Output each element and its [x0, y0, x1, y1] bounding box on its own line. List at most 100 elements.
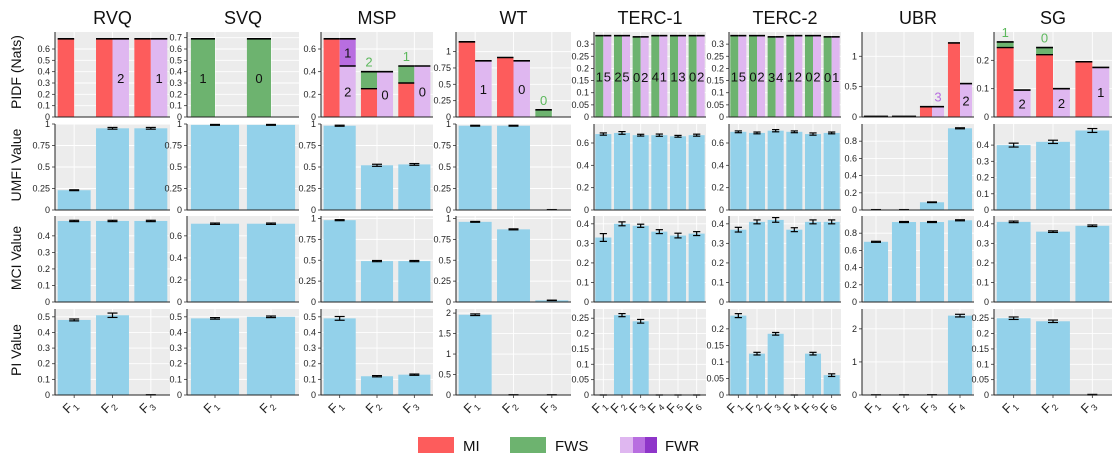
tick-label: 0.5: [303, 162, 316, 172]
tick-label: 0.4: [976, 140, 989, 150]
pidf-fwr-bar: [112, 38, 129, 117]
fwr-segment-label: 2: [117, 71, 124, 86]
value-bar: [360, 261, 394, 302]
panel-title: SVQ: [224, 8, 262, 28]
tick-label: 0: [719, 112, 724, 122]
fwr-segment-label: 2: [641, 70, 648, 85]
row-label-pidf: PIDF (Nats): [8, 35, 24, 109]
tick-label: 0.25: [32, 184, 50, 194]
tick-label: 0.25: [433, 276, 451, 286]
value-bar: [595, 237, 612, 302]
segment-label: 3: [768, 70, 775, 85]
tick-label: 0.5: [37, 162, 50, 172]
tick-label: 0.2: [37, 264, 50, 274]
pidf-fws-bar: [804, 35, 813, 118]
value-bar: [632, 321, 649, 395]
fwr-segment-label: 1: [832, 70, 839, 85]
tick-label: 0: [45, 390, 50, 400]
tick-label: 0.5: [438, 162, 451, 172]
pidf-fwr-bar: [960, 83, 973, 117]
tick-label: 0.4: [169, 253, 182, 263]
tick-label: 0.5: [169, 312, 182, 322]
value-bar: [190, 223, 240, 302]
tick-label: 0.6: [711, 138, 724, 148]
tick-label: 0.2: [576, 329, 589, 339]
segment-label: 2: [614, 69, 621, 84]
tick-label: 0: [446, 297, 451, 307]
pidf-mi-bar: [57, 38, 75, 117]
segment-label: 0: [633, 70, 640, 85]
fwr-segment-label: 2: [795, 69, 802, 84]
tick-label: 0.1: [711, 88, 724, 98]
panel-svq-pi: 0 0.1 0.2 0.3 0.4 0.5: [169, 309, 299, 400]
value-bar: [1036, 141, 1070, 210]
segment-label: 1: [670, 69, 677, 84]
tick-label: 0: [984, 205, 989, 215]
tick-label: 0.25: [433, 96, 451, 106]
panel-title: UBR: [899, 8, 937, 28]
pidf-mi-bar: [1036, 54, 1053, 117]
panel-terc-2-mci: 0 0.1 0.2 0.3 0.4: [711, 216, 841, 307]
tick-label: 0.2: [576, 183, 589, 193]
tick-label: 0.25: [571, 313, 589, 323]
tick-label: 0.2: [169, 89, 182, 99]
value-bar: [96, 315, 129, 395]
fwr-segment-label: 4: [776, 70, 783, 85]
fwr-segment-label: 2: [757, 69, 764, 84]
value-bar: [398, 374, 431, 395]
tick-label: 0.15: [571, 344, 589, 354]
pidf-fwr-bar: [1013, 90, 1031, 117]
segment-label: 4: [652, 69, 659, 84]
tick-label: 0.4: [37, 231, 50, 241]
tick-label: 0: [984, 390, 989, 400]
value-bar: [730, 315, 747, 395]
value-bar: [823, 375, 840, 395]
tick-label: 0.25: [298, 184, 316, 194]
pidf-fws-bar: [651, 35, 660, 118]
fwr-segment-label: 5: [622, 69, 629, 84]
legend-label-fws: FWS: [555, 438, 588, 455]
fwr-segment-label: 0: [518, 82, 525, 97]
pidf-mi-bar: [96, 38, 113, 117]
pidf-mi-bar: [947, 42, 960, 117]
value-bar: [688, 233, 705, 302]
tick-label: 1: [177, 119, 182, 129]
tick-label: 0.5: [169, 55, 182, 65]
tick-label: 0.1: [711, 357, 724, 367]
value-bar: [669, 235, 687, 302]
tick-label: 0.75: [298, 141, 316, 151]
tick-label: 1: [446, 214, 451, 224]
panel-wt-umfi: 0 0.25 0.5 0.75 1: [433, 119, 571, 215]
tick-label: 0.4: [844, 263, 857, 273]
value-bar: [535, 300, 569, 302]
tick-label: 0.4: [711, 160, 724, 170]
tick-label: 0.75: [164, 141, 182, 151]
value-bar: [1036, 231, 1070, 302]
x-tick-label: F4: [945, 397, 967, 419]
tick-label: 0.5: [438, 79, 451, 89]
value-bar: [947, 220, 973, 302]
tick-label: 0.5: [169, 162, 182, 172]
pidf-fws-bar: [360, 71, 377, 89]
tick-label: 0.1: [976, 359, 989, 369]
value-bar: [669, 136, 687, 210]
segment-label: 0: [689, 69, 696, 84]
fwr-upper-label: 1: [344, 45, 351, 60]
panel-title: MSP: [357, 8, 396, 28]
x-tick-label: F1: [60, 397, 82, 419]
panel-sg-pidf: 0 0.1 0.2 1 2 0 2 1: [976, 25, 1112, 122]
value-bar: [786, 229, 803, 302]
pidf-fws-bar: [398, 66, 415, 83]
tick-label: 0.25: [298, 276, 316, 286]
tick-label: 0.3: [711, 238, 724, 248]
x-tick-label: F1: [325, 397, 347, 419]
tick-label: 1: [446, 119, 451, 129]
tick-label: 0: [852, 112, 857, 122]
tick-label: 0.5: [303, 255, 316, 265]
tick-label: 0.8: [844, 228, 857, 238]
panel-ubr-mci: 0 0.2 0.4 0.6 0.8: [844, 216, 974, 307]
x-tick-label: F3: [917, 397, 939, 419]
value-bar: [497, 229, 530, 302]
